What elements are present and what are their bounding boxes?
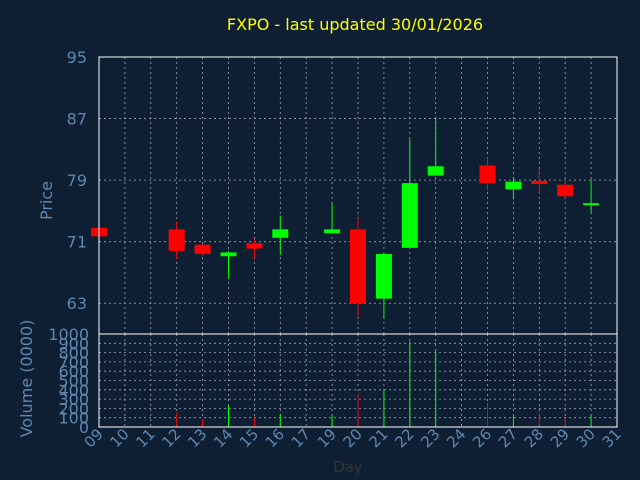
candle-body [350, 229, 366, 304]
candle-body [427, 166, 444, 176]
candle-body [272, 229, 289, 238]
candle-body [194, 244, 211, 254]
candles [91, 117, 600, 319]
price-y-tick-label: 71 [67, 233, 87, 252]
candle-body [583, 203, 600, 206]
volume-frame [98, 333, 618, 428]
price-y-tick-label: 87 [67, 110, 87, 129]
volume-axis-label: Volume (0000) [17, 320, 36, 438]
volume-y-tick-label: 500 [58, 372, 89, 391]
volume-y-tick-label: 600 [58, 362, 89, 381]
candle-body [324, 229, 341, 234]
volume-bars [176, 341, 592, 427]
volume-y-tick-label: 900 [58, 334, 89, 353]
candle-body [168, 229, 185, 251]
volume-y-tick-label: 200 [58, 399, 89, 418]
chart-title: FXPO - last updated 30/01/2026 [227, 15, 483, 34]
volume-y-tick-label: 0 [79, 418, 89, 437]
candle-body [246, 243, 263, 249]
volume-y-tick-label: 300 [58, 390, 89, 409]
candle-body [505, 181, 522, 190]
candle-body [375, 253, 392, 299]
price-panel: 63 71 79 87 95 Price [37, 48, 618, 335]
price-y-tick-label: 95 [67, 48, 87, 67]
price-y-tick-label: 63 [67, 294, 87, 313]
volume-y-tick-label: 700 [58, 353, 89, 372]
candle-body [531, 180, 548, 184]
price-y-ticks: 63 71 79 87 95 [67, 48, 87, 313]
volume-y-tick-label: 400 [58, 381, 89, 400]
volume-y-tick-label: 100 [58, 409, 89, 428]
candle-body [557, 184, 574, 197]
candle-body [479, 165, 496, 184]
candle-body [220, 252, 237, 257]
volume-y-tick-label: 800 [58, 344, 89, 363]
price-y-tick-label: 79 [67, 171, 87, 190]
volume-y-tick-label: 1000 [48, 325, 89, 344]
price-axis-label: Price [37, 181, 56, 220]
x-axis-label: Day [333, 458, 363, 476]
candle-body [401, 183, 418, 248]
